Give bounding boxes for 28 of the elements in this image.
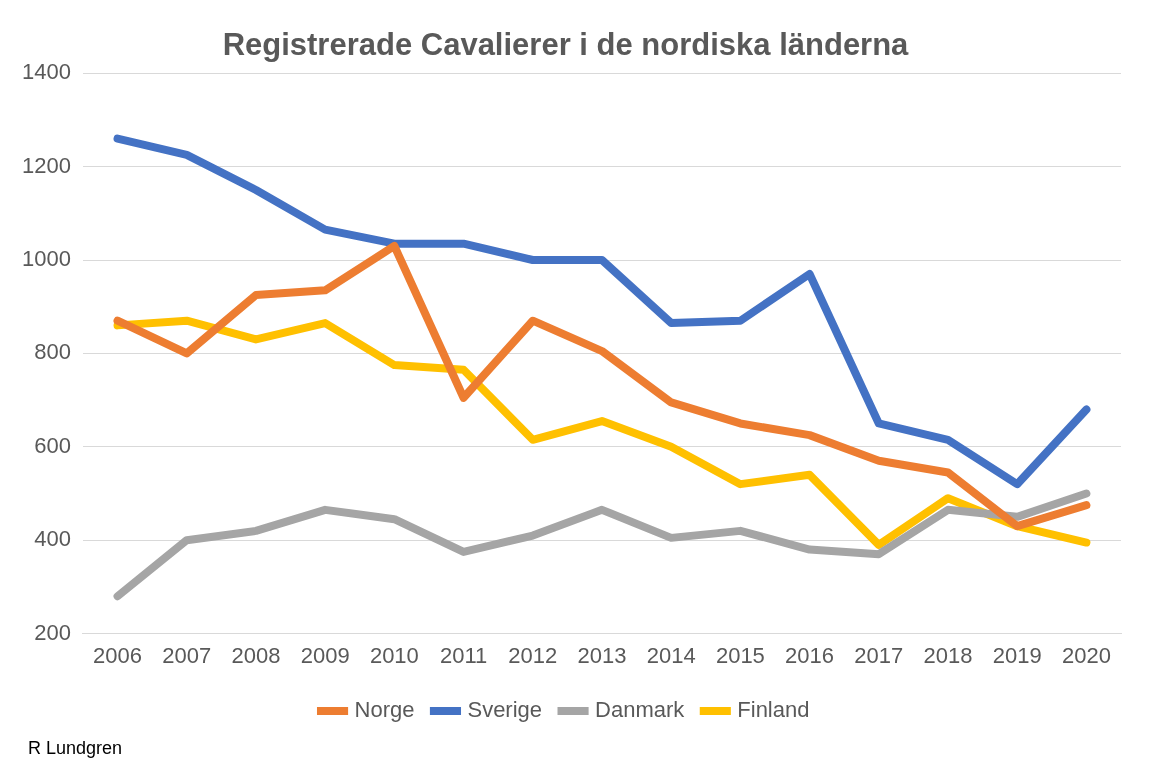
y-tick-label: 400 <box>34 526 71 552</box>
x-tick-label: 2006 <box>93 642 143 668</box>
x-tick-label: 2020 <box>1061 642 1111 668</box>
x-tick-label: 2011 <box>439 642 488 668</box>
x-tick-label: 2009 <box>300 642 350 668</box>
legend-label: Finland <box>737 697 810 723</box>
y-tick-label: 200 <box>34 619 71 645</box>
chart-title: Registrerade Cavalierer i de nordiska länderna <box>222 27 910 63</box>
legend-label: Danmark <box>595 697 686 723</box>
x-tick-label: 2010 <box>369 642 419 668</box>
legend-label: Sverige <box>467 697 543 723</box>
x-tick-label: 2013 <box>577 642 627 668</box>
y-tick-label: 1400 <box>21 59 71 85</box>
x-tick-label: 2018 <box>923 642 973 668</box>
x-tick-label: 2017 <box>854 642 904 668</box>
y-tick-label: 800 <box>34 339 71 365</box>
x-tick-label: 2007 <box>162 642 212 668</box>
y-tick-label: 1200 <box>21 152 71 178</box>
y-tick-label: 1000 <box>21 246 71 272</box>
x-tick-label: 2015 <box>715 642 765 668</box>
x-tick-label: 2014 <box>646 642 696 668</box>
legend-label: Norge <box>354 697 415 723</box>
text: R Lundgren <box>28 737 123 758</box>
y-tick-label: 600 <box>34 432 71 458</box>
x-tick-label: 2019 <box>992 642 1042 668</box>
x-tick-label: 2016 <box>785 642 835 668</box>
x-tick-label: 2012 <box>508 642 558 668</box>
x-tick-label: 2008 <box>231 642 281 668</box>
